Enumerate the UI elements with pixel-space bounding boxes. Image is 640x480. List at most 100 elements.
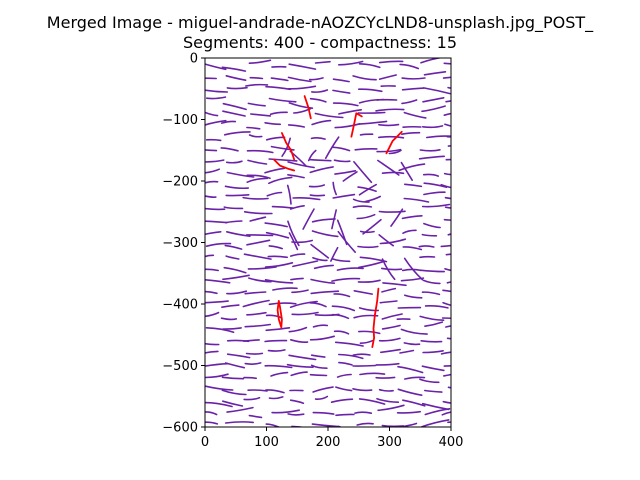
boundary-stroke <box>245 352 264 355</box>
boundary-stroke <box>334 170 357 175</box>
highlight-series-7 <box>371 287 380 349</box>
boundary-stroke <box>250 426 254 427</box>
boundary-stroke <box>248 277 272 283</box>
boundary-stroke <box>310 243 330 259</box>
boundary-stroke <box>332 193 356 199</box>
boundary-stroke <box>352 75 377 81</box>
boundary-stroke <box>205 327 235 334</box>
boundary-stroke <box>222 102 247 111</box>
boundary-stroke <box>442 289 451 293</box>
boundary-stroke <box>352 198 370 203</box>
boundary-stroke <box>243 396 261 401</box>
boundary-stroke <box>269 111 288 116</box>
boundary-stroke <box>444 206 451 209</box>
boundary-stroke <box>205 168 220 174</box>
boundary-stroke <box>205 149 218 152</box>
boundary-stroke <box>334 123 361 129</box>
boundary-stroke <box>289 253 306 257</box>
boundary-stroke <box>224 185 249 190</box>
boundary-stroke <box>357 279 381 283</box>
axes-frame <box>204 57 452 428</box>
boundary-stroke <box>421 203 451 208</box>
boundary-stroke <box>287 161 315 169</box>
boundary-stroke <box>220 317 238 321</box>
boundary-stroke <box>310 364 328 369</box>
boundary-stroke <box>287 85 317 90</box>
boundary-stroke <box>331 305 356 312</box>
boundary-stroke <box>224 244 243 250</box>
boundary-stroke <box>287 220 300 247</box>
boundary-stroke <box>445 158 451 161</box>
boundary-stroke <box>205 421 219 425</box>
boundary-stroke <box>264 364 293 369</box>
boundary-stroke <box>336 373 352 378</box>
boundary-stroke <box>247 389 268 392</box>
boundary-stroke <box>242 299 270 308</box>
boundary-stroke <box>421 365 445 372</box>
boundary-stroke <box>421 291 441 296</box>
boundary-stroke <box>292 196 321 201</box>
boundary-stroke <box>281 137 291 157</box>
boundary-stroke <box>264 122 281 126</box>
boundary-stroke <box>447 145 451 147</box>
boundary-stroke <box>221 66 247 72</box>
boundary-stroke <box>244 362 262 365</box>
boundary-stroke <box>226 406 254 413</box>
boundary-stroke <box>444 123 451 127</box>
boundary-stroke <box>246 174 271 180</box>
boundary-stroke <box>311 423 340 427</box>
boundary-stroke <box>338 60 364 66</box>
boundary-stroke <box>441 411 451 416</box>
boundary-stroke <box>226 353 251 359</box>
boundary-stroke <box>205 231 222 236</box>
boundary-stroke <box>309 302 327 308</box>
boundary-stroke <box>447 86 451 89</box>
boundary-stroke <box>288 354 317 361</box>
boundary-stroke <box>331 313 350 320</box>
y-tick-label: 0 <box>190 52 198 67</box>
boundary-stroke <box>378 388 394 392</box>
boundary-stroke <box>292 260 319 268</box>
boundary-stroke <box>287 174 305 179</box>
boundary-stroke <box>333 330 350 335</box>
boundary-stroke <box>422 125 444 129</box>
boundary-stroke <box>265 231 290 239</box>
boundary-stroke <box>445 100 451 103</box>
boundary-stroke <box>205 242 232 247</box>
boundary-stroke <box>289 399 305 404</box>
boundary-stroke <box>441 317 451 320</box>
boundary-stroke <box>333 159 351 163</box>
boundary-stroke <box>335 413 355 417</box>
boundary-stroke <box>264 262 294 268</box>
boundary-stroke <box>402 229 417 234</box>
boundary-stroke <box>388 149 402 155</box>
boundary-stroke <box>330 398 354 403</box>
boundary-stroke <box>223 266 247 274</box>
boundary-stroke <box>225 160 243 164</box>
boundary-stroke <box>446 135 451 138</box>
boundary-stroke <box>291 311 319 316</box>
boundary-stroke <box>397 388 423 396</box>
boundary-stroke <box>447 421 451 424</box>
boundary-stroke <box>376 397 400 403</box>
boundary-stroke <box>421 419 450 427</box>
boundary-stroke <box>352 364 377 367</box>
boundary-stroke <box>287 76 312 83</box>
chart-subtitle: Segments: 400 - compactness: 15 <box>183 33 457 52</box>
boundary-stroke <box>314 60 331 64</box>
boundary-stroke <box>398 163 426 172</box>
boundary-stroke <box>359 133 374 136</box>
boundary-stroke <box>421 233 438 237</box>
y-tick-label: −500 <box>162 359 198 374</box>
boundary-stroke <box>446 337 451 340</box>
boundary-stroke <box>443 112 451 116</box>
boundary-stroke <box>287 124 306 128</box>
boundary-stroke <box>331 146 351 152</box>
highlight-series-5 <box>272 158 296 172</box>
boundary-stroke <box>376 148 402 153</box>
boundary-stroke <box>443 218 451 221</box>
boundary-stroke <box>424 321 444 327</box>
boundary-stroke <box>243 376 257 380</box>
boundary-stroke <box>378 60 404 64</box>
